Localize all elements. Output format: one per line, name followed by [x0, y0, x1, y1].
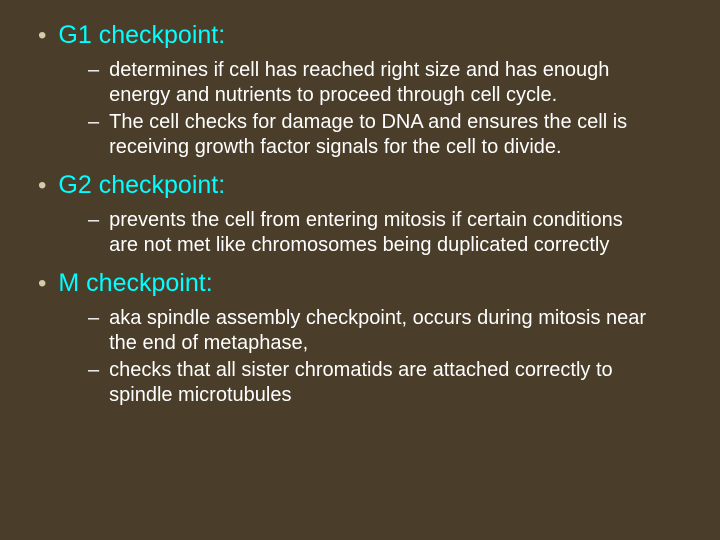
dash-icon: –: [88, 110, 99, 135]
sub-item: – aka spindle assembly checkpoint, occur…: [88, 306, 690, 356]
heading-g2: • G2 checkpoint:: [30, 170, 690, 200]
bullet-icon: •: [38, 272, 46, 296]
sub-item: – The cell checks for damage to DNA and …: [88, 110, 690, 160]
slide-content: • G1 checkpoint: – determines if cell ha…: [0, 0, 720, 438]
sub-item-text: prevents the cell from entering mitosis …: [109, 208, 690, 258]
bullet-icon: •: [38, 24, 46, 48]
dash-icon: –: [88, 208, 99, 233]
sub-item: – prevents the cell from entering mitosi…: [88, 208, 690, 258]
heading-m: • M checkpoint:: [30, 268, 690, 298]
sub-item-text: determines if cell has reached right siz…: [109, 58, 690, 108]
heading-text: M checkpoint:: [58, 268, 212, 298]
heading-text: G1 checkpoint:: [58, 20, 225, 50]
dash-icon: –: [88, 306, 99, 331]
sublist-m: – aka spindle assembly checkpoint, occur…: [88, 306, 690, 408]
heading-text: G2 checkpoint:: [58, 170, 225, 200]
sub-item: – checks that all sister chromatids are …: [88, 358, 690, 408]
sub-item-text: The cell checks for damage to DNA and en…: [109, 110, 690, 160]
sublist-g2: – prevents the cell from entering mitosi…: [88, 208, 690, 258]
sub-item: – determines if cell has reached right s…: [88, 58, 690, 108]
sublist-g1: – determines if cell has reached right s…: [88, 58, 690, 160]
heading-g1: • G1 checkpoint:: [30, 20, 690, 50]
dash-icon: –: [88, 58, 99, 83]
dash-icon: –: [88, 358, 99, 383]
sub-item-text: aka spindle assembly checkpoint, occurs …: [109, 306, 690, 356]
bullet-icon: •: [38, 174, 46, 198]
sub-item-text: checks that all sister chromatids are at…: [109, 358, 690, 408]
